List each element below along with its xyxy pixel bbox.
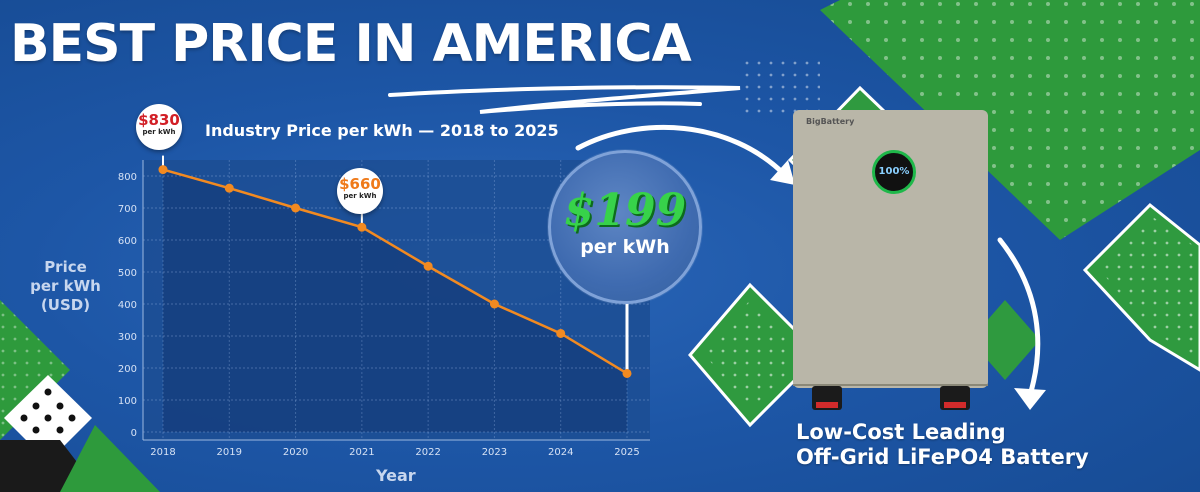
chart-x-axis-label: Year <box>376 466 416 485</box>
battery-unit <box>793 110 988 410</box>
chart-y-tick-label: 300 <box>118 332 137 343</box>
battery-body <box>793 110 988 388</box>
chart-data-point <box>357 222 367 232</box>
caption-line: Low-Cost Leading <box>796 420 1006 444</box>
chart-x-tick-label: 2020 <box>283 447 308 458</box>
chart-y-tick-label: 600 <box>118 236 137 247</box>
chart-data-point <box>158 165 168 175</box>
chart-area-fill <box>163 169 627 432</box>
y-label-line: per kWh <box>30 277 101 295</box>
chart-data-point <box>622 368 632 378</box>
arrow-to-battery <box>575 125 788 178</box>
annotation-unit: per kWh <box>343 192 377 200</box>
chart-x-tick-label: 2022 <box>415 447 440 458</box>
chart-y-tick-label: 700 <box>118 204 137 215</box>
chart-x-tick-label: 2021 <box>349 447 374 458</box>
price-callout-unit: per kWh <box>580 236 670 258</box>
chart-y-tick-label: 100 <box>118 396 137 407</box>
chart-x-tick-label: 2023 <box>482 447 507 458</box>
chart-data-point <box>556 328 566 338</box>
price-callout-circle <box>548 150 702 304</box>
chart-series-line <box>162 168 628 375</box>
annotation-amount: $830 <box>138 111 180 129</box>
annotation-amount: $660 <box>339 175 381 193</box>
chart-data-point <box>489 299 499 309</box>
headline-swoosh <box>388 85 741 114</box>
arrow-to-caption-head <box>1014 388 1046 410</box>
product-caption: Low-Cost Leading Off-Grid LiFePO4 Batter… <box>796 420 1089 470</box>
green-diamond-lower-dots <box>705 300 805 410</box>
annotation-bubble-2021: $660 per kWh <box>337 168 383 214</box>
annotation-bubble-2018: $830 per kWh <box>136 104 182 150</box>
chart-data-point <box>291 203 301 213</box>
y-label-line: Price <box>44 258 87 276</box>
battery-display-icon: 100% <box>872 150 916 194</box>
chart-data-point <box>224 183 234 193</box>
chart-x-tick-label: 2019 <box>217 447 242 458</box>
arrow-to-battery-head <box>770 160 795 185</box>
chart-title: Industry Price per kWh — 2018 to 2025 <box>205 121 559 140</box>
green-diamond-right-dots <box>1100 215 1200 360</box>
caption-line: Off-Grid LiFePO4 Battery <box>796 445 1089 469</box>
chart-x-tick-label: 2025 <box>614 447 639 458</box>
arrow-to-caption <box>997 237 1041 398</box>
chart-y-tick-label: 800 <box>118 172 137 183</box>
chart-x-tick-label: 2018 <box>150 447 175 458</box>
annotation-unit: per kWh <box>142 128 176 136</box>
battery-brand-label: BigBattery <box>806 117 855 126</box>
chart-data-point <box>423 261 433 271</box>
y-label-line: (USD) <box>40 296 91 314</box>
chart-y-tick-label: 400 <box>118 300 137 311</box>
headline: BEST PRICE IN AMERICA <box>10 14 692 74</box>
chart-y-tick-label: 200 <box>118 364 137 375</box>
green-diamond-large-dots <box>820 0 1200 240</box>
price-callout-amount: $199 <box>563 185 687 236</box>
chart-x-tick-label: 2024 <box>548 447 573 458</box>
green-triangle-bottom <box>60 425 160 492</box>
chart-y-tick-label: 500 <box>118 268 137 279</box>
chart-y-axis-label: Price per kWh (USD) <box>28 258 103 315</box>
chart-y-tick-label: 0 <box>131 428 137 439</box>
